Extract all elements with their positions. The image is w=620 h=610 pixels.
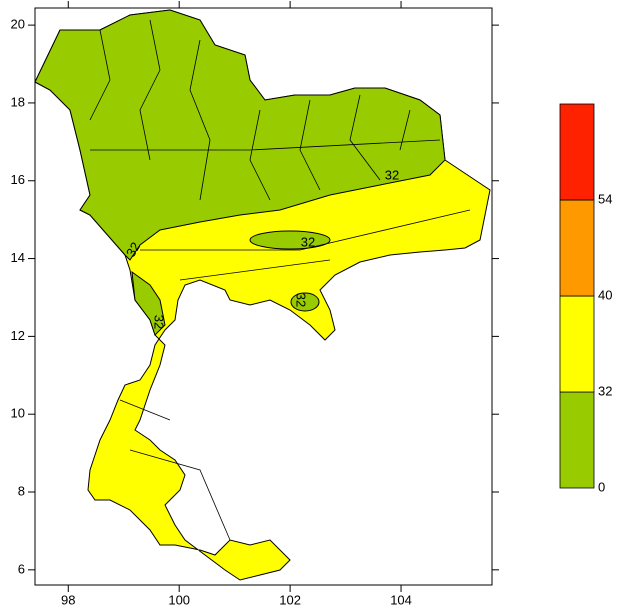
region-green-east [290,292,320,312]
contour-label: 32 [294,293,309,307]
region-green-west [131,270,166,336]
y-tick-label: 16 [11,172,25,187]
y-tick-label: 10 [11,406,25,421]
x-tick-label: 100 [168,592,190,607]
colorbar-label: 40 [598,287,612,302]
y-tick-label: 12 [11,328,25,343]
y-tick-label: 18 [11,94,25,109]
x-tick-label: 104 [390,592,412,607]
colorbar-segment [559,295,595,393]
country-shape [34,9,491,581]
x-tick-label: 98 [61,592,75,607]
contour-label: 32 [123,239,143,259]
region-green-center [249,230,331,250]
plot-frame [34,7,493,586]
colorbar-label: 0 [598,479,605,494]
y-tick-label: 6 [18,561,25,576]
colorbar-label: 54 [598,191,612,206]
region-green [34,9,446,261]
colorbar-segment [559,391,595,489]
contour-label: 32 [301,234,315,249]
colorbar-label: 32 [598,383,612,398]
y-tick-label: 8 [18,483,25,498]
contour-label: 32 [152,315,167,329]
x-tick-label: 102 [279,592,301,607]
contour-label: 32 [385,167,399,182]
colorbar-segment [559,199,595,297]
province-borders [89,19,471,541]
y-tick-label: 14 [11,250,25,265]
colorbar-segment [559,103,595,201]
y-tick-label: 20 [11,17,25,32]
